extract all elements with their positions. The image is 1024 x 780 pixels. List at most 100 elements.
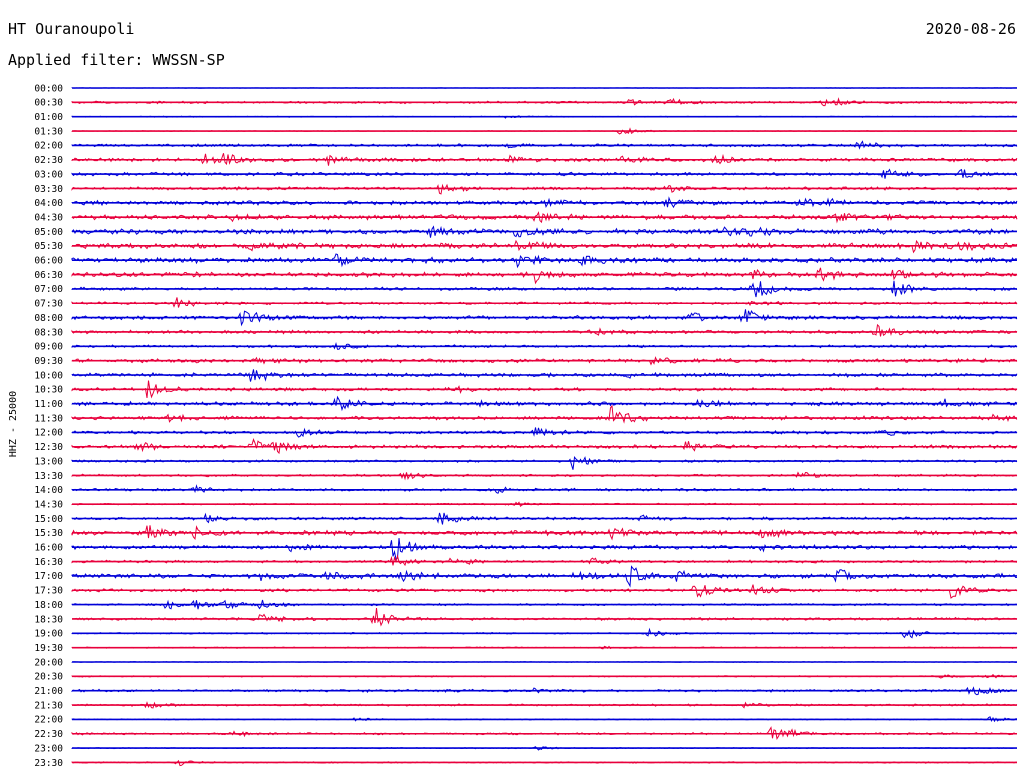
trace-row: 01:30 [34, 126, 1018, 137]
trace-row: 16:00 [34, 538, 1018, 560]
time-tick-label: 14:30 [34, 499, 63, 510]
trace-row: 03:30 [34, 183, 1018, 195]
time-tick-label: 01:30 [34, 126, 63, 137]
time-tick-label: 04:00 [34, 198, 63, 209]
seismic-trace [71, 456, 1018, 470]
time-tick-label: 16:00 [34, 543, 63, 554]
trace-row: 01:00 [34, 112, 1018, 123]
time-tick-label: 18:30 [34, 614, 63, 625]
trace-row: 20:00 [34, 657, 1018, 668]
trace-row: 10:30 [34, 380, 1018, 399]
time-tick-label: 09:00 [34, 342, 63, 353]
time-tick-label: 04:30 [34, 212, 63, 223]
time-tick-label: 03:30 [34, 184, 63, 195]
trace-row: 21:00 [34, 686, 1018, 697]
trace-row: 22:30 [34, 726, 1018, 740]
time-tick-label: 13:30 [34, 471, 63, 482]
time-tick-label: 07:30 [34, 299, 63, 310]
seismic-trace [71, 225, 1018, 238]
trace-row: 17:00 [34, 565, 1018, 588]
time-tick-label: 21:30 [34, 700, 63, 711]
time-tick-label: 12:00 [34, 428, 63, 439]
seismic-trace [71, 404, 1018, 424]
trace-row: 19:30 [34, 643, 1018, 654]
time-tick-label: 22:30 [34, 729, 63, 740]
trace-row: 06:30 [34, 267, 1018, 285]
trace-row: 18:00 [34, 599, 1018, 611]
time-tick-label: 01:00 [34, 112, 63, 123]
trace-row: 12:00 [34, 427, 1018, 439]
time-tick-label: 09:30 [34, 356, 63, 367]
time-tick-label: 15:30 [34, 528, 63, 539]
trace-row: 09:30 [34, 356, 1018, 367]
trace-row: 09:00 [34, 342, 1018, 353]
time-tick-label: 00:30 [34, 98, 63, 109]
trace-row: 14:30 [34, 499, 1018, 510]
trace-row: 04:00 [34, 196, 1018, 209]
seismic-trace [71, 554, 1018, 567]
time-tick-label: 13:00 [34, 456, 63, 467]
seismic-trace [71, 183, 1018, 195]
time-tick-label: 21:00 [34, 686, 63, 697]
trace-row: 20:30 [34, 672, 1018, 683]
time-tick-label: 16:30 [34, 557, 63, 568]
time-tick-label: 17:30 [34, 586, 63, 597]
seismic-trace [71, 584, 1018, 599]
trace-row: 07:00 [34, 280, 1018, 298]
trace-row: 08:00 [34, 309, 1018, 327]
trace-row: 02:00 [34, 140, 1018, 152]
time-tick-label: 11:30 [34, 413, 63, 424]
y-axis-label: HHZ - 25000 [8, 391, 19, 457]
time-tick-label: 19:00 [34, 629, 63, 640]
seismic-trace [71, 267, 1018, 285]
date-label: 2020-08-26 [925, 20, 1016, 38]
time-tick-label: 17:00 [34, 571, 63, 582]
trace-row: 08:30 [34, 323, 1018, 338]
trace-row: 21:30 [34, 700, 1018, 711]
time-tick-label: 10:30 [34, 385, 63, 396]
trace-rows: 00:00 00:30 01:00 01:30 02:00 02:30 03:00 03:30… [34, 83, 1018, 769]
trace-row: 17:30 [34, 584, 1018, 599]
time-tick-label: 19:30 [34, 643, 63, 654]
station-title: HT Ouranoupoli [8, 20, 135, 38]
trace-row: 05:00 [34, 225, 1018, 238]
time-tick-label: 08:30 [34, 327, 63, 338]
trace-row: 14:00 [34, 484, 1018, 496]
time-tick-label: 07:00 [34, 284, 63, 295]
time-tick-label: 06:00 [34, 256, 63, 267]
trace-row: 02:30 [34, 153, 1018, 166]
time-tick-label: 12:30 [34, 442, 63, 453]
trace-row: 18:30 [34, 607, 1018, 627]
time-tick-label: 06:30 [34, 270, 63, 281]
time-tick-label: 05:00 [34, 227, 63, 238]
trace-row: 06:00 [34, 253, 1018, 269]
time-tick-label: 23:30 [34, 758, 63, 769]
seismic-trace [71, 607, 1018, 627]
trace-row: 00:30 [34, 97, 1018, 109]
seismic-trace [71, 369, 1018, 382]
trace-row: 13:30 [34, 471, 1018, 482]
trace-row: 22:00 [34, 715, 1018, 726]
trace-row: 11:30 [34, 404, 1018, 424]
trace-row: 19:00 [34, 627, 1018, 640]
trace-row: 23:00 [34, 743, 1018, 754]
trace-row: 00:00 [34, 83, 1018, 94]
time-tick-label: 20:00 [34, 657, 63, 668]
seismic-trace [71, 323, 1018, 337]
trace-row: 13:00 [34, 456, 1018, 470]
filter-label: Applied filter: WWSSN-SP [8, 51, 225, 69]
seismic-trace [71, 538, 1018, 560]
time-tick-label: 05:30 [34, 241, 63, 252]
trace-row: 05:30 [34, 239, 1018, 254]
trace-row: 23:30 [34, 758, 1018, 769]
time-tick-label: 18:00 [34, 600, 63, 611]
trace-row: 12:30 [34, 438, 1018, 455]
trace-row: 10:00 [34, 369, 1018, 382]
time-tick-label: 02:00 [34, 141, 63, 152]
trace-row: 16:30 [34, 554, 1018, 568]
trace-row: 03:00 [34, 168, 1018, 180]
time-tick-label: 23:00 [34, 743, 63, 754]
time-tick-label: 03:00 [34, 169, 63, 180]
time-tick-label: 20:30 [34, 672, 63, 683]
time-tick-label: 08:00 [34, 313, 63, 324]
